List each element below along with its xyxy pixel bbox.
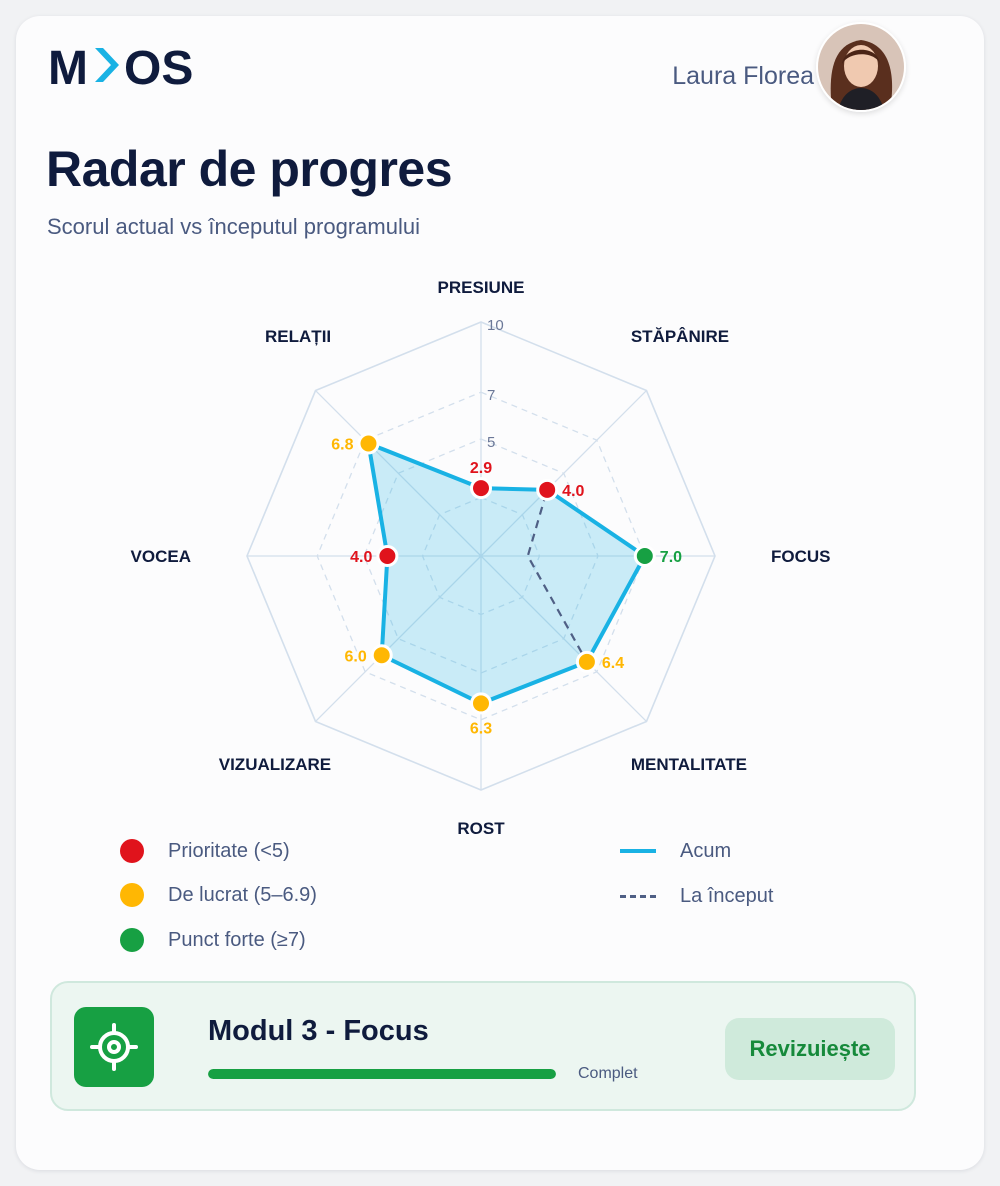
avatar-photo: [818, 24, 904, 110]
value-label: 4.0: [350, 549, 372, 566]
module-card[interactable]: Modul 3 - Focus Complet Revizuiește: [50, 981, 916, 1111]
data-point: [633, 545, 656, 567]
legend-priority-label: Prioritate (<5): [168, 839, 290, 862]
legend-work-dot: [120, 883, 144, 907]
legend-work-label: De lucrat (5–6.9): [168, 883, 317, 906]
legend-now-label: Acum: [680, 839, 732, 862]
data-point: [575, 650, 598, 673]
svg-text:OS: OS: [124, 42, 193, 90]
avatar[interactable]: [816, 22, 906, 112]
radar-spoke: [480, 555, 647, 722]
radar-spoke: [315, 390, 482, 557]
value-label: 2.9: [470, 460, 492, 477]
axis-label: RELAȚII: [265, 327, 331, 346]
axis-label: ROST: [457, 819, 505, 838]
review-button[interactable]: Revizuiește: [725, 1018, 895, 1080]
data-point: [370, 644, 393, 667]
ring-label: 5: [487, 434, 495, 451]
legend-now: Acum: [620, 836, 731, 866]
value-label: 6.8: [331, 436, 353, 453]
axis-label: VOCEA: [131, 547, 191, 566]
data-point: [536, 478, 559, 501]
radar-area: [368, 443, 645, 704]
value-label: 6.0: [344, 648, 366, 665]
legend-strength-dot: [120, 928, 144, 952]
ring-label: 7: [487, 387, 495, 404]
axis-label: FOCUS: [771, 547, 831, 566]
legend-strength-label: Punct forte (≥7): [168, 928, 306, 951]
legend-start-label: La început: [680, 884, 774, 907]
legend-start-line: [620, 894, 656, 898]
radar-points: [357, 432, 656, 715]
target-icon: [74, 1007, 154, 1087]
series-now-area: [368, 443, 645, 704]
axis-label: PRESIUNE: [438, 278, 525, 297]
legend-priority-dot: [120, 839, 144, 863]
data-point: [376, 545, 399, 567]
legend-now-line: [620, 849, 656, 853]
user-name: Laura Florea: [672, 62, 814, 90]
svg-text:M: M: [48, 42, 88, 90]
legend-work: De lucrat (5–6.9): [120, 880, 317, 910]
radar-labels: 5 7 10 PRESIUNE STĂPÂNIRE FOCUS MENTALITATE ROS…: [131, 278, 831, 838]
radar-ring: [316, 391, 646, 721]
axis-label: VIZUALIZARE: [219, 755, 331, 774]
axis-label: STĂPÂNIRE: [631, 327, 729, 346]
data-point: [470, 692, 492, 715]
module-progress-bar: [208, 1069, 556, 1079]
page-subtitle: Scorul actual vs începutul programului: [47, 214, 420, 239]
legend-priority: Prioritate (<5): [120, 836, 290, 866]
module-title: Modul 3 - Focus: [208, 1015, 429, 1047]
module-status: Complet: [578, 1065, 638, 1082]
progress-card: [16, 16, 984, 1170]
ring-label: 10: [487, 317, 504, 334]
page-title: Radar de progres: [46, 141, 453, 197]
legend-start: La început: [620, 881, 773, 911]
value-label: 7.0: [660, 549, 682, 566]
radar-spoke: [480, 390, 647, 557]
radar-spoke: [315, 555, 482, 722]
value-label: 4.0: [562, 483, 584, 500]
axis-label: MENTALITATE: [631, 755, 747, 774]
radar-ring: [363, 438, 599, 674]
module-progress-fill: [208, 1069, 556, 1079]
data-point: [357, 432, 380, 455]
radar-grid: [246, 321, 716, 791]
legend-strength: Punct forte (≥7): [120, 925, 306, 955]
value-label: 6.4: [602, 655, 624, 672]
data-point: [470, 477, 492, 500]
value-label: 6.3: [470, 720, 492, 737]
myos-logo: M OS: [48, 42, 193, 90]
radar-chart: 5 7 10 PRESIUNE STĂPÂNIRE FOCUS MENTALITATE ROS…: [131, 278, 831, 838]
